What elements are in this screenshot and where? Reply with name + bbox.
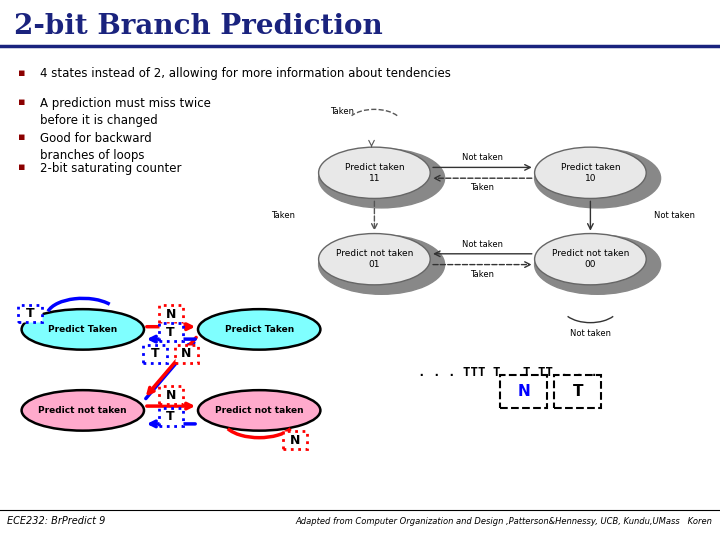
Text: Good for backward
branches of loops: Good for backward branches of loops bbox=[40, 132, 151, 162]
Ellipse shape bbox=[319, 233, 431, 285]
Text: N: N bbox=[181, 347, 192, 360]
Ellipse shape bbox=[534, 148, 661, 208]
FancyBboxPatch shape bbox=[158, 408, 182, 426]
FancyBboxPatch shape bbox=[158, 306, 182, 323]
Text: Predict taken
10: Predict taken 10 bbox=[561, 163, 620, 183]
Text: Taken: Taken bbox=[330, 107, 354, 116]
Ellipse shape bbox=[22, 390, 144, 431]
Text: Predict not taken: Predict not taken bbox=[215, 406, 304, 415]
FancyBboxPatch shape bbox=[143, 345, 167, 363]
Text: ▪: ▪ bbox=[18, 97, 25, 107]
Text: Predict not taken
01: Predict not taken 01 bbox=[336, 249, 413, 269]
FancyBboxPatch shape bbox=[158, 387, 182, 404]
FancyBboxPatch shape bbox=[158, 323, 182, 341]
Text: ▪: ▪ bbox=[18, 132, 25, 143]
Text: Not taken: Not taken bbox=[570, 329, 611, 338]
Ellipse shape bbox=[319, 148, 445, 208]
Ellipse shape bbox=[198, 390, 320, 431]
Text: N: N bbox=[166, 308, 176, 321]
Text: Not taken: Not taken bbox=[654, 212, 696, 220]
Ellipse shape bbox=[319, 147, 431, 198]
Ellipse shape bbox=[534, 235, 661, 294]
Text: Taken: Taken bbox=[470, 270, 495, 279]
Text: Predict taken
11: Predict taken 11 bbox=[345, 163, 404, 183]
Ellipse shape bbox=[198, 309, 320, 350]
FancyBboxPatch shape bbox=[283, 431, 307, 449]
Text: Taken: Taken bbox=[470, 184, 495, 192]
Ellipse shape bbox=[534, 147, 647, 198]
Text: ECE232: BrPredict 9: ECE232: BrPredict 9 bbox=[7, 516, 106, 526]
Text: A prediction must miss twice
before it is changed: A prediction must miss twice before it i… bbox=[40, 97, 210, 127]
Text: Adapted from Computer Organization and Design ,Patterson&Hennessy, UCB, Kundu,UM: Adapted from Computer Organization and D… bbox=[296, 517, 713, 525]
Text: T: T bbox=[166, 410, 175, 423]
Text: Not taken: Not taken bbox=[462, 240, 503, 248]
Text: Taken: Taken bbox=[271, 212, 294, 220]
Text: T: T bbox=[166, 326, 175, 339]
Text: ▪: ▪ bbox=[18, 68, 25, 78]
Text: T: T bbox=[26, 307, 34, 320]
Text: 2-bit Branch Prediction: 2-bit Branch Prediction bbox=[14, 14, 383, 40]
Text: 2-bit saturating counter: 2-bit saturating counter bbox=[40, 162, 181, 175]
Ellipse shape bbox=[22, 309, 144, 350]
FancyBboxPatch shape bbox=[174, 345, 198, 363]
Text: N: N bbox=[166, 389, 176, 402]
FancyBboxPatch shape bbox=[18, 305, 42, 322]
Text: N: N bbox=[289, 434, 300, 447]
Text: N: N bbox=[518, 384, 530, 399]
Text: 4 states instead of 2, allowing for more information about tendencies: 4 states instead of 2, allowing for more… bbox=[40, 68, 451, 80]
Text: . . . TTT T   T TT . . .: . . . TTT T T TT . . . bbox=[418, 366, 598, 379]
Text: T: T bbox=[572, 384, 583, 399]
Text: Predict not taken
00: Predict not taken 00 bbox=[552, 249, 629, 269]
Text: Predict Taken: Predict Taken bbox=[48, 325, 117, 334]
Text: Predict Taken: Predict Taken bbox=[225, 325, 294, 334]
Text: T: T bbox=[150, 347, 159, 360]
Text: Not taken: Not taken bbox=[462, 153, 503, 162]
Ellipse shape bbox=[534, 233, 647, 285]
Text: ▪: ▪ bbox=[18, 162, 25, 172]
Text: Predict not taken: Predict not taken bbox=[38, 406, 127, 415]
Ellipse shape bbox=[319, 235, 445, 294]
